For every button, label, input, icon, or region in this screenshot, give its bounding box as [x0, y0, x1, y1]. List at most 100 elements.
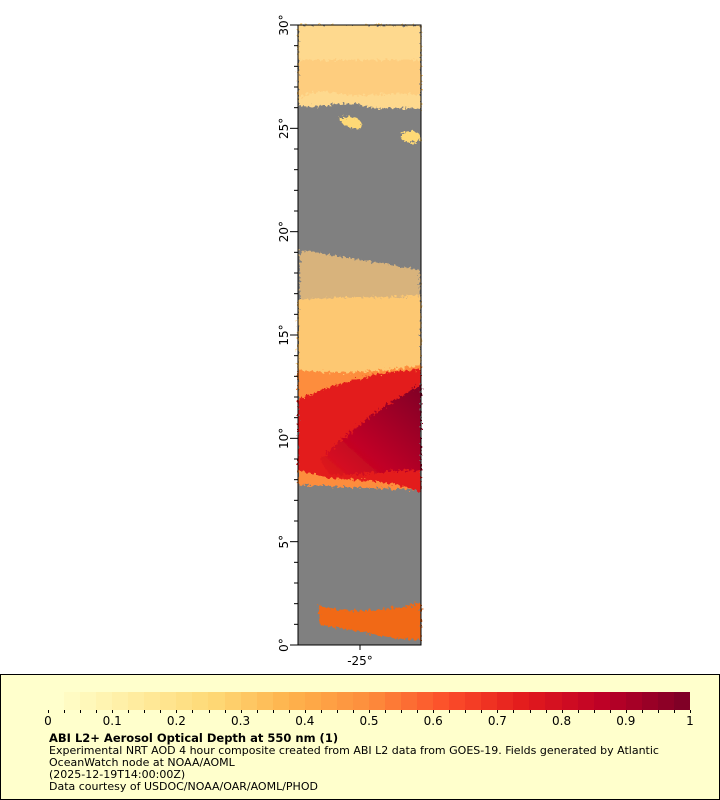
colorbar-tick-label: 0.6	[423, 714, 443, 728]
colorbar-tick	[593, 710, 595, 713]
colorbar-step	[144, 692, 161, 710]
colorbar-tick-label: 0.8	[552, 714, 572, 728]
colorbar-step	[513, 692, 530, 710]
colorbar-step	[433, 692, 450, 710]
colorbar-step	[224, 692, 241, 710]
colorbar-tick	[64, 710, 66, 713]
colorbar-step	[625, 692, 642, 710]
colorbar-tick	[561, 710, 563, 713]
legend-timestamp: (2025-12-19T14:00:00Z)	[49, 768, 186, 781]
aerosol-field	[298, 25, 421, 640]
colorbar-tick	[577, 710, 579, 713]
colorbar-tick	[641, 710, 643, 713]
legend-credit: Data courtesy of USDOC/NOAA/OAR/AOML/PHO…	[49, 780, 318, 793]
lat-label: 5°	[277, 535, 291, 549]
colorbar-tick	[304, 710, 306, 713]
colorbar-step	[417, 692, 434, 710]
lat-label: 20°	[277, 221, 291, 242]
colorbar-tick	[449, 710, 451, 713]
colorbar-tick	[256, 710, 258, 713]
colorbar-step	[336, 692, 353, 710]
colorbar-step	[128, 692, 145, 710]
colorbar-step	[609, 692, 626, 710]
colorbar-step	[272, 692, 289, 710]
colorbar-tick-label: 0.2	[166, 714, 186, 728]
colorbar-tick	[433, 710, 435, 713]
colorbar-tick-label: 0.5	[359, 714, 379, 728]
colorbar-step	[673, 692, 690, 710]
colorbar-step	[449, 692, 466, 710]
colorbar-step	[657, 692, 674, 710]
colorbar-step	[481, 692, 498, 710]
lat-label: 15°	[277, 324, 291, 345]
legend-description-2: OceanWatch node at NOAA/AOML	[49, 756, 235, 769]
colorbar-tick	[673, 710, 675, 713]
colorbar-tick	[80, 710, 82, 713]
colorbar-tick-label: 0.1	[102, 714, 122, 728]
colorbar-tick	[545, 710, 547, 713]
colorbar-tick	[352, 710, 354, 713]
colorbar-tick	[513, 710, 515, 713]
colorbar-step	[593, 692, 610, 710]
colorbar-step	[208, 692, 225, 710]
colorbar-tick	[336, 710, 338, 713]
colorbar-tick	[48, 710, 49, 713]
colorbar-tick	[529, 710, 531, 713]
longitude-axis: -25°	[347, 645, 373, 668]
colorbar-tick	[288, 710, 290, 713]
colorbar-step	[176, 692, 193, 710]
colorbar-tick	[144, 710, 146, 713]
lat-label: 0°	[277, 638, 291, 652]
colorbar-tick	[465, 710, 467, 713]
colorbar-tick	[609, 710, 611, 713]
colorbar-tick	[690, 710, 691, 713]
colorbar-step	[561, 692, 578, 710]
colorbar-step	[384, 692, 402, 710]
colorbar-step	[288, 692, 305, 710]
colorbar-tick	[272, 710, 274, 713]
colorbar-step	[497, 692, 514, 710]
colorbar-tick	[481, 710, 483, 713]
colorbar-step	[256, 692, 273, 710]
colorbar-tick	[176, 710, 178, 713]
colorbar-tick	[240, 710, 242, 713]
colorbar-step	[64, 692, 81, 710]
colorbar-tick-label: 0.4	[295, 714, 315, 728]
colorbar-step	[80, 692, 97, 710]
colorbar-tick	[369, 710, 370, 713]
colorbar-step	[352, 692, 369, 710]
legend-title: ABI L2+ Aerosol Optical Depth at 550 nm …	[49, 731, 339, 745]
colorbar-tick-label: 0.7	[487, 714, 507, 728]
lat-label: 10°	[277, 428, 291, 449]
colorbar-step	[465, 692, 482, 710]
colorbar-step	[112, 692, 129, 710]
colorbar-step	[48, 692, 65, 710]
colorbar-tick	[625, 710, 627, 713]
lon-label: -25°	[347, 654, 373, 668]
colorbar-step	[401, 692, 418, 710]
colorbar-tick	[401, 710, 403, 713]
colorbar-tick-label: 0.9	[616, 714, 636, 728]
colorbar-tick	[112, 710, 114, 713]
colorbar-step	[192, 692, 209, 710]
colorbar-step	[641, 692, 658, 710]
colorbar-tick	[192, 710, 194, 713]
colorbar-tick	[208, 710, 210, 713]
colorbar-tick	[497, 710, 499, 713]
colorbar-tick-label: 0.3	[231, 714, 251, 728]
colorbar-tick	[320, 710, 322, 713]
colorbar-step	[304, 692, 321, 710]
colorbar-tick	[224, 710, 226, 713]
colorbar-step	[545, 692, 562, 710]
latitude-axis: 0° 5° 10° 15° 20° 25° 30°	[277, 14, 298, 652]
lat-label: 25°	[277, 118, 291, 139]
lat-label: 30°	[277, 14, 291, 35]
colorbar-tick	[160, 710, 162, 713]
colorbar-tick	[657, 710, 659, 713]
colorbar-tick-label: 1	[686, 714, 694, 728]
colorbar-step	[160, 692, 177, 710]
colorbar-tick-label: 0	[44, 714, 52, 728]
colorbar-step	[368, 692, 385, 710]
colorbar-tick	[96, 710, 98, 713]
colorbar-ticks: 0 0.1 0.2 0.3 0.4 0.5 0.6 0.7 0.8 0.9 1	[1, 710, 719, 740]
